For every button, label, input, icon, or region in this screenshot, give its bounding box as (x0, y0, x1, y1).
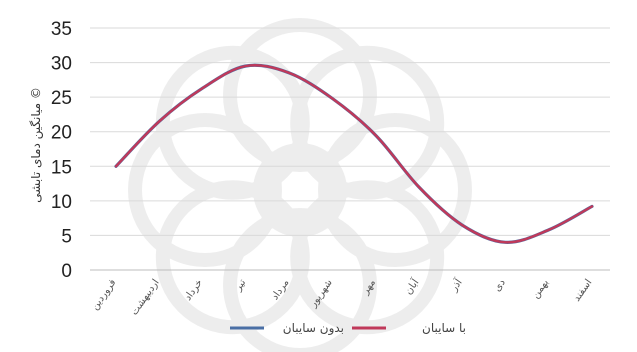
watermark-center (253, 143, 347, 237)
x-tick-label: اردیبهشت (129, 277, 162, 317)
series-line-1 (114, 63, 594, 244)
watermark-petal (223, 208, 377, 352)
watermark-petal (128, 113, 282, 267)
series-lines (114, 63, 594, 244)
legend-label-1: بدون سایبان (283, 321, 344, 336)
x-tick-label: آذر (446, 275, 465, 294)
y-tick-label: 10 (51, 192, 72, 213)
x-tick-label: اسفند (571, 277, 594, 303)
watermark-rosette (128, 18, 472, 352)
y-tick-label: 30 (51, 54, 72, 75)
x-tick-label: فروردین (89, 277, 118, 312)
y-tick-label: 0 (61, 261, 72, 282)
y-tick-label: 25 (51, 88, 72, 109)
watermark-petal (318, 113, 472, 267)
watermark-petal (155, 45, 310, 200)
y-tick-label: 35 (51, 19, 72, 40)
y-tick-label: 15 (51, 157, 72, 178)
y-tick-label: 20 (51, 123, 72, 144)
x-tick-label: بهمن (530, 277, 551, 300)
grid-lines (90, 27, 610, 271)
legend: بدون سایبان با سایبان (230, 321, 466, 336)
watermark-petal (223, 18, 377, 172)
watermark-petal (290, 45, 445, 200)
series-line-2 (114, 64, 594, 244)
x-tick-label: خرداد (183, 277, 205, 302)
y-tick-labels: 0 5 10 15 20 25 30 35 (51, 19, 72, 282)
y-tick-label: 5 (61, 226, 72, 247)
x-tick-label: دی (492, 277, 508, 293)
y-axis-label: میانگین دمای تابشی © (29, 87, 44, 203)
legend-label-2: با سایبان (422, 321, 466, 335)
